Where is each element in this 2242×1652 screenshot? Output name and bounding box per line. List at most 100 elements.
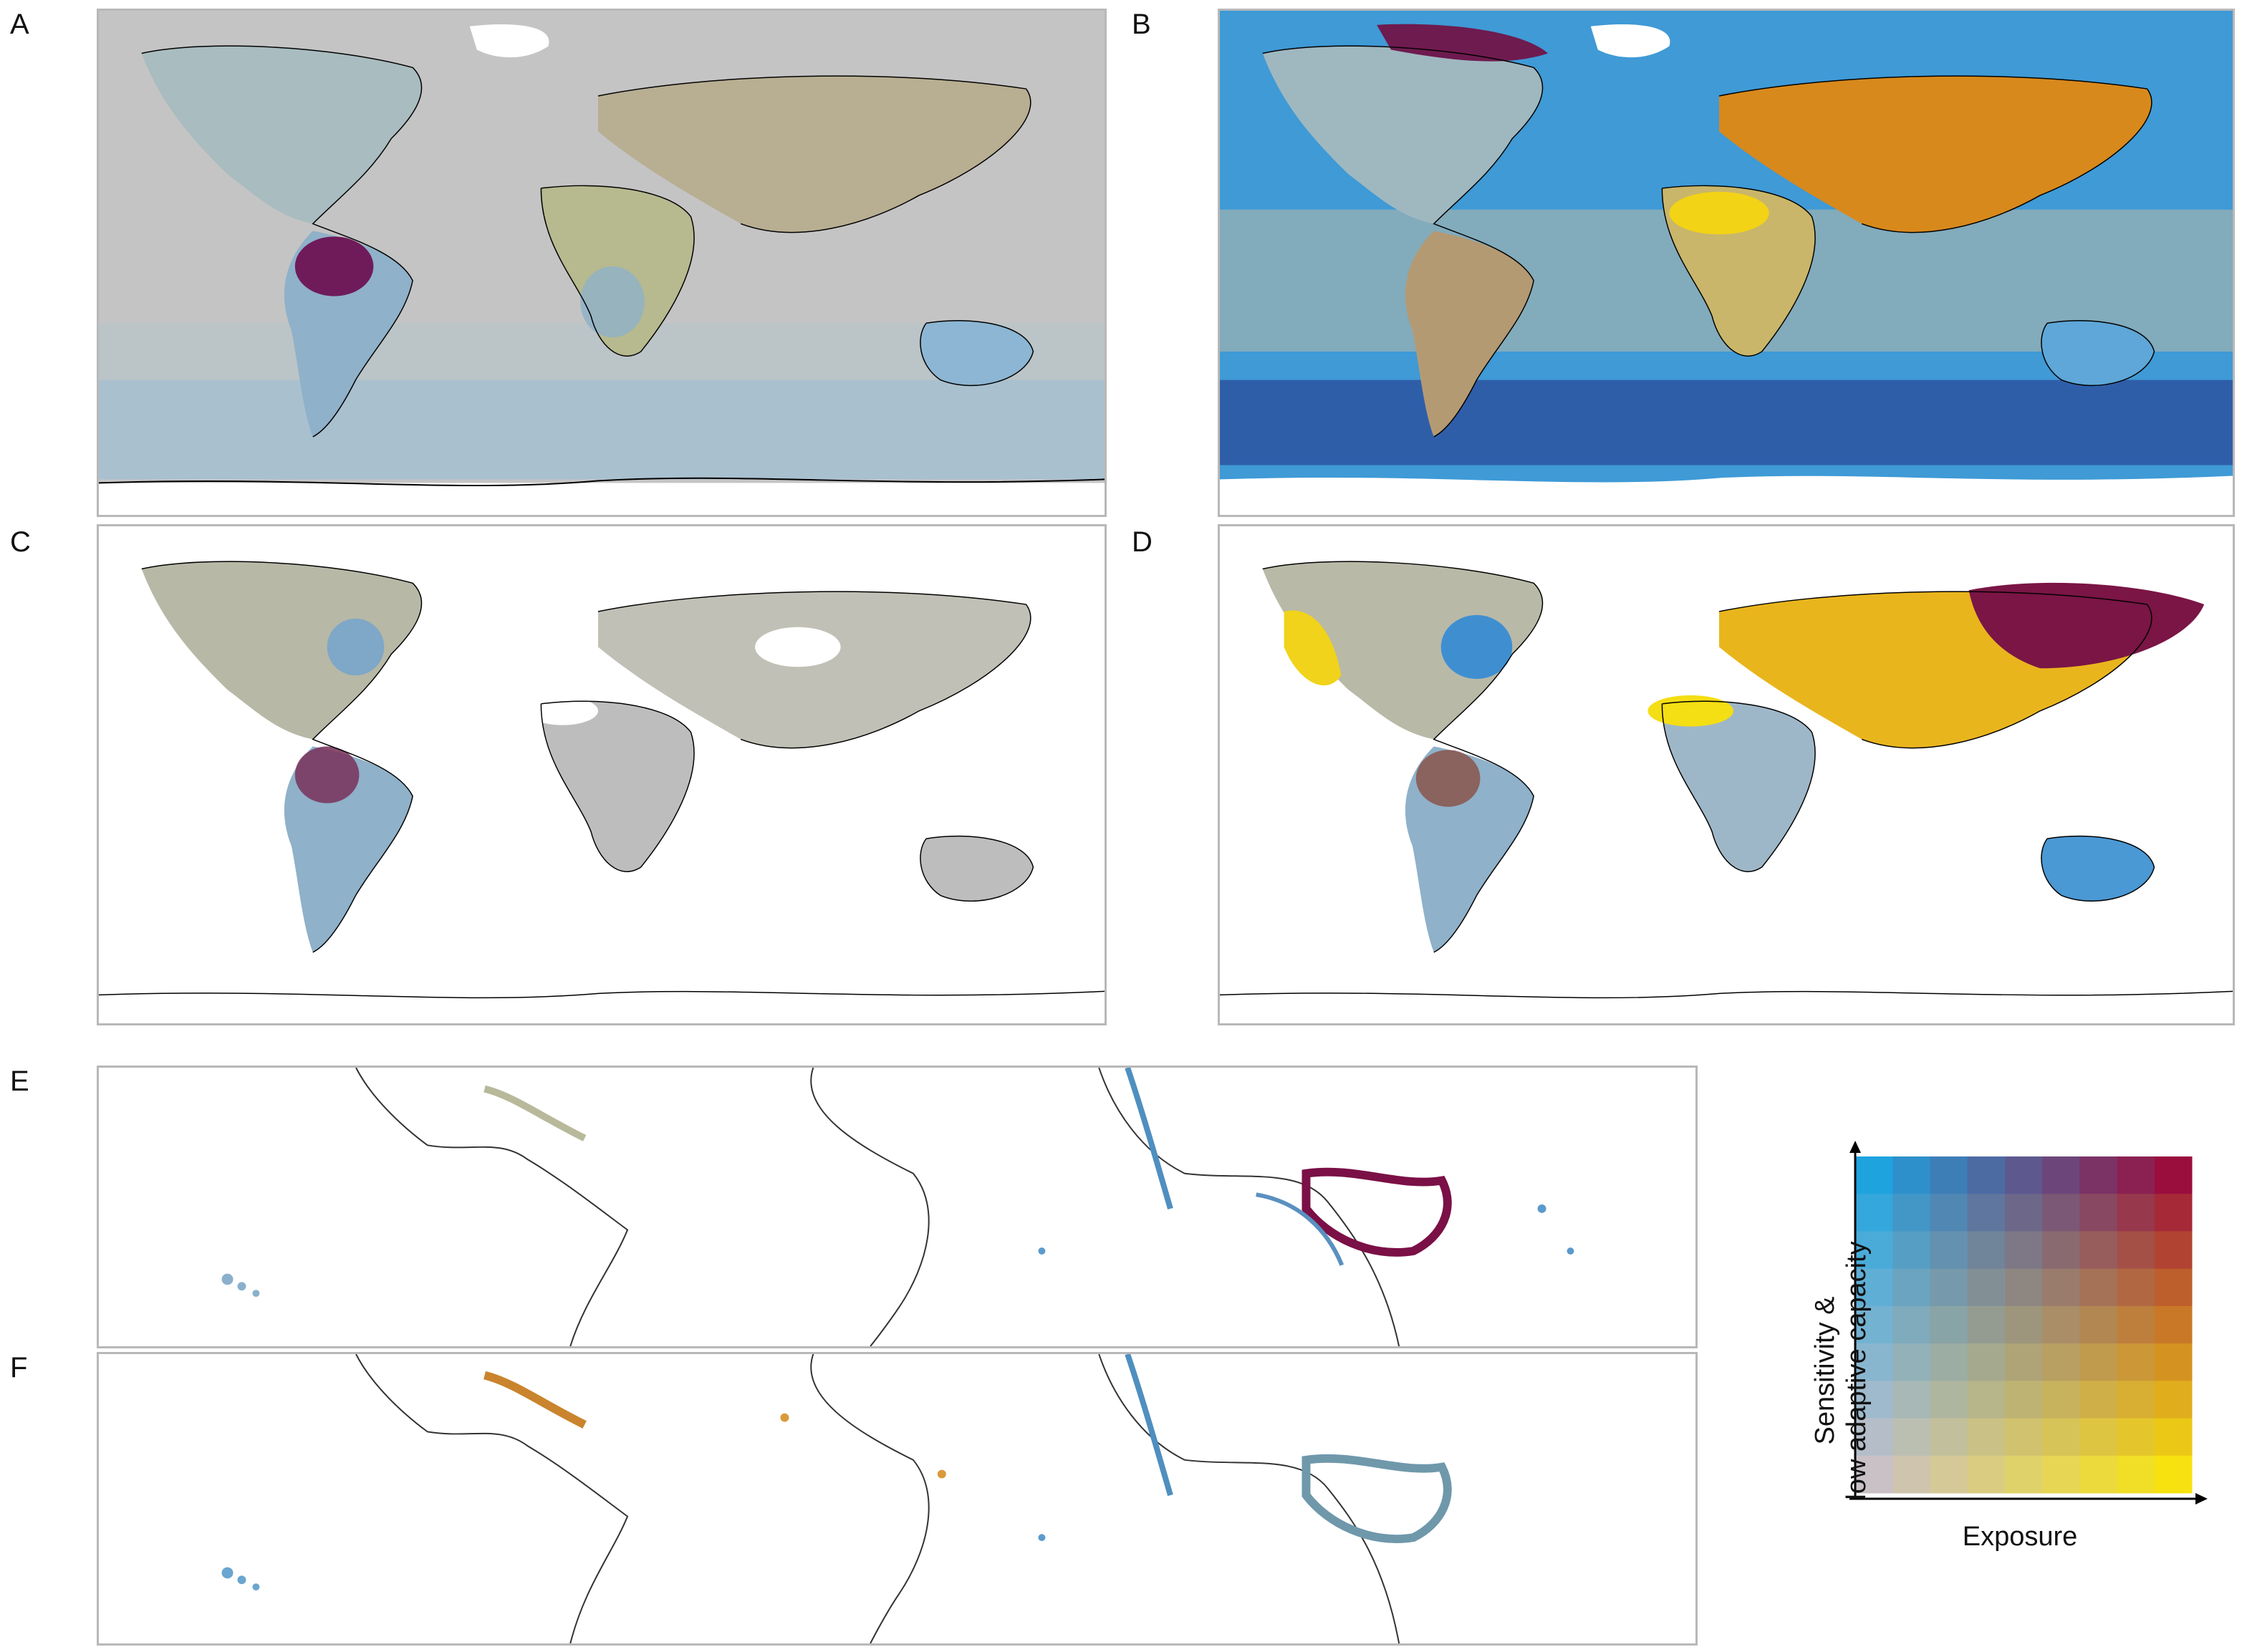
legend-y-label-line1: Sensitivity &: [1809, 1220, 1841, 1521]
panel-label-d: D: [1132, 526, 1153, 559]
legend-cell: [1892, 1156, 1930, 1194]
legend-cell: [1968, 1381, 2006, 1419]
legend-cell: [2005, 1381, 2043, 1419]
legend-cell: [1930, 1231, 1968, 1269]
legend-cell: [1968, 1194, 2006, 1232]
map-panel-a: [97, 9, 1107, 517]
legend-cell: [1930, 1194, 1968, 1232]
legend-cell: [1930, 1269, 1968, 1307]
legend-cell: [2117, 1381, 2155, 1419]
legend-cell: [2117, 1194, 2155, 1232]
legend-cell: [2079, 1419, 2117, 1457]
legend-cell: [2005, 1306, 2043, 1344]
legend-cell: [2005, 1194, 2043, 1232]
legend-y-arrow-icon: [1849, 1141, 1861, 1153]
legend-cell: [2079, 1156, 2117, 1194]
legend-cell: [2155, 1194, 2193, 1232]
legend-x-arrow-icon: [2195, 1493, 2208, 1504]
bivariate-legend: Sensitivity & low adaptive capacity Expo…: [1733, 1131, 2235, 1575]
legend-cell: [2079, 1381, 2117, 1419]
legend-cell: [1855, 1156, 1893, 1194]
legend-cell: [2042, 1306, 2080, 1344]
legend-cell: [2079, 1456, 2117, 1494]
legend-cell: [2155, 1269, 2193, 1307]
panel-label-e: E: [10, 1066, 29, 1098]
legend-cell: [2042, 1343, 2080, 1381]
legend-y-label-line2: low adaptive capacity: [1841, 1220, 1872, 1521]
legend-cell: [2042, 1381, 2080, 1419]
world-map-d: [1220, 526, 2233, 1023]
world-map-b: [1220, 11, 2233, 515]
legend-cell: [1968, 1456, 2006, 1494]
legend-cell: [2117, 1456, 2155, 1494]
legend-cell: [2079, 1231, 2117, 1269]
legend-cell: [2042, 1231, 2080, 1269]
legend-cell: [2117, 1156, 2155, 1194]
legend-cell: [1930, 1419, 1968, 1457]
legend-cell: [2117, 1306, 2155, 1344]
legend-cell: [2155, 1306, 2193, 1344]
legend-cell: [1968, 1231, 2006, 1269]
legend-cell: [2005, 1156, 2043, 1194]
legend-cell: [2005, 1456, 2043, 1494]
legend-cell: [2005, 1231, 2043, 1269]
legend-cell: [1892, 1456, 1930, 1494]
legend-cell: [2155, 1231, 2193, 1269]
legend-cell: [2155, 1381, 2193, 1419]
legend-cell: [2042, 1419, 2080, 1457]
legend-cell: [2005, 1269, 2043, 1307]
legend-cell: [2079, 1343, 2117, 1381]
reef-map-panel-e: [97, 1066, 1698, 1348]
panel-label-c: C: [10, 526, 31, 559]
legend-cell: [2005, 1419, 2043, 1457]
world-map-c: [99, 526, 1105, 1023]
legend-cell: [1892, 1381, 1930, 1419]
legend-cell: [1968, 1343, 2006, 1381]
legend-cell: [2079, 1306, 2117, 1344]
legend-cell: [2117, 1343, 2155, 1381]
legend-cell: [1930, 1381, 1968, 1419]
legend-cell: [2155, 1156, 2193, 1194]
legend-cell: [1968, 1306, 2006, 1344]
legend-cell: [1892, 1306, 1930, 1344]
legend-cell: [1930, 1156, 1968, 1194]
legend-cell: [1968, 1419, 2006, 1457]
legend-cell: [2155, 1419, 2193, 1457]
legend-cell: [2042, 1156, 2080, 1194]
panel-label-b: B: [1132, 9, 1151, 41]
legend-cell: [2079, 1194, 2117, 1232]
map-panel-d: [1218, 524, 2235, 1025]
reef-map-e: [99, 1068, 1695, 1346]
legend-cell: [2042, 1269, 2080, 1307]
legend-cell: [1892, 1194, 1930, 1232]
antarctica-ice: [99, 483, 1105, 515]
legend-cell: [2155, 1343, 2193, 1381]
reef-map-f: [99, 1354, 1695, 1643]
legend-y-label: Sensitivity & low adaptive capacity: [1809, 1220, 1872, 1521]
map-panel-b: [1218, 9, 2235, 517]
legend-cell: [1892, 1343, 1930, 1381]
panel-label-a: A: [10, 9, 29, 41]
legend-cell: [1930, 1456, 1968, 1494]
legend-cell: [1930, 1306, 1968, 1344]
legend-cell: [2042, 1194, 2080, 1232]
map-panel-c: [97, 524, 1107, 1025]
legend-cell: [1892, 1269, 1930, 1307]
legend-x-label: Exposure: [1862, 1522, 2178, 1552]
world-map-a: [99, 11, 1105, 515]
legend-cell: [2005, 1343, 2043, 1381]
amazon-hotspot: [295, 236, 374, 296]
legend-cell: [1968, 1269, 2006, 1307]
reef-map-panel-f: [97, 1352, 1698, 1646]
panel-label-f: F: [10, 1352, 27, 1384]
legend-cell: [1892, 1231, 1930, 1269]
legend-cell: [2042, 1456, 2080, 1494]
legend-cell: [2117, 1419, 2155, 1457]
legend-cell: [2079, 1269, 2117, 1307]
legend-cell: [2155, 1456, 2193, 1494]
legend-cell: [2117, 1269, 2155, 1307]
legend-cell: [1930, 1343, 1968, 1381]
legend-grid: [1733, 1131, 2235, 1575]
legend-cell: [1892, 1419, 1930, 1457]
legend-cell: [2117, 1231, 2155, 1269]
